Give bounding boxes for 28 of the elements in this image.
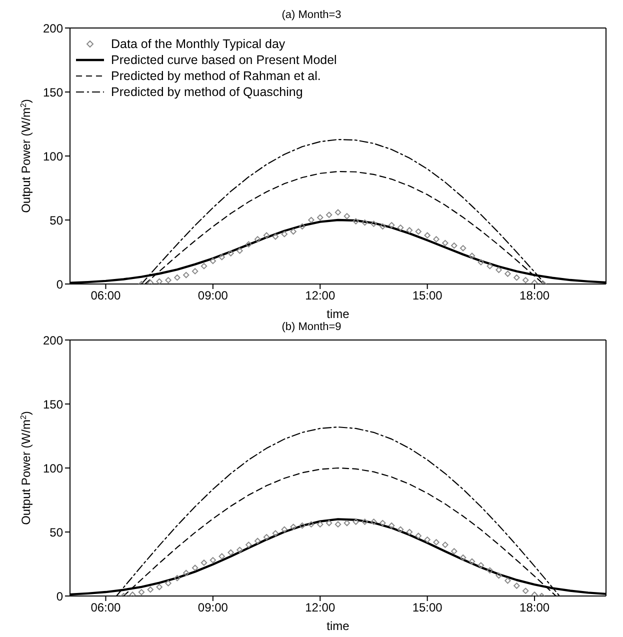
y-tick-label: 150 xyxy=(42,85,64,100)
y-tick-label: 0 xyxy=(56,589,64,604)
y-tick-label: 100 xyxy=(42,149,64,164)
legend-label: Predicted by method of Quasching xyxy=(111,84,303,100)
x-tick-label: 06:00 xyxy=(90,288,122,303)
x-tick-label: 09:00 xyxy=(198,288,228,303)
chart-title: (a) Month=3 xyxy=(280,8,342,22)
x-tick-label: 09:00 xyxy=(198,600,228,615)
y-tick-label: 0 xyxy=(56,277,64,292)
x-tick-label: 18:00 xyxy=(520,288,550,303)
legend-label: Data of the Monthly Typical day xyxy=(111,36,286,52)
chart-title: (b) Month=9 xyxy=(280,320,342,334)
x-tick-label: 12:00 xyxy=(305,600,336,615)
y-tick-label: 150 xyxy=(42,397,64,412)
y-tick-label: 50 xyxy=(50,525,64,540)
legend-label: Predicted curve based on Present Model xyxy=(111,52,337,68)
x-tick-label: 12:00 xyxy=(305,288,336,303)
y-tick-label: 200 xyxy=(42,333,64,348)
x-axis-title: time xyxy=(326,307,350,321)
x-tick-label: 15:00 xyxy=(412,600,443,615)
y-tick-label: 100 xyxy=(42,461,64,476)
x-tick-label: 06:00 xyxy=(90,600,122,615)
legend-label: Predicted by method of Rahman et al. xyxy=(111,68,321,84)
y-tick-label: 200 xyxy=(42,21,64,36)
x-tick-label: 15:00 xyxy=(412,288,443,303)
x-axis-title: time xyxy=(326,619,350,633)
x-tick-label: 18:00 xyxy=(520,600,550,615)
y-tick-label: 50 xyxy=(50,213,64,228)
